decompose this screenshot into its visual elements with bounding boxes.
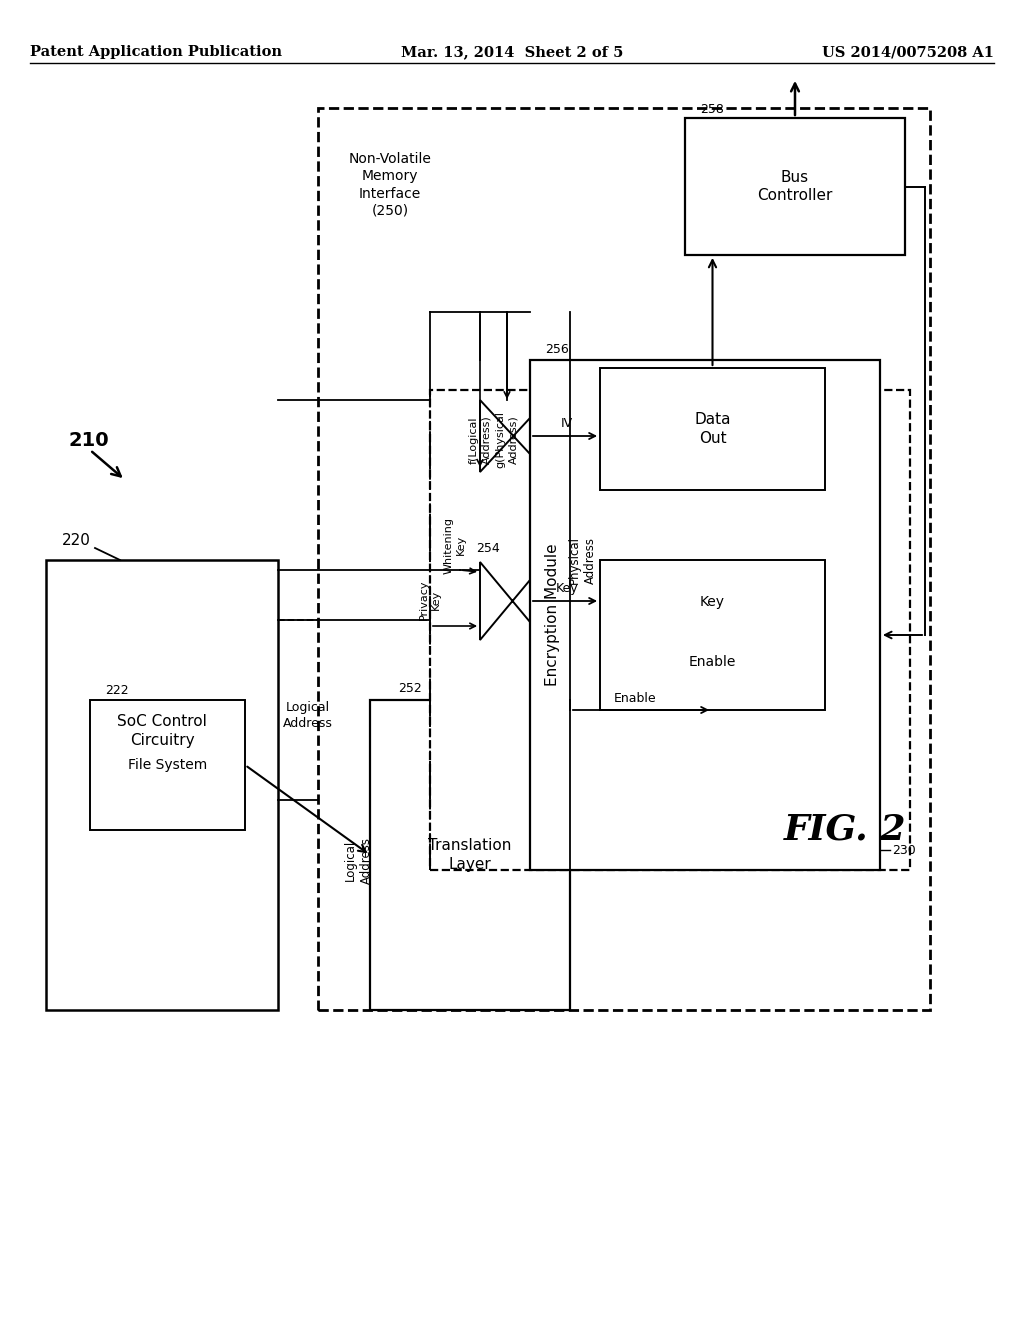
Bar xyxy=(46,560,278,1010)
Bar xyxy=(685,117,905,255)
Text: 254: 254 xyxy=(476,543,500,554)
Text: Key: Key xyxy=(700,595,725,609)
Bar xyxy=(318,108,930,1010)
Bar xyxy=(530,360,880,870)
Text: Translation
Layer: Translation Layer xyxy=(428,838,512,871)
Text: Data
Out: Data Out xyxy=(694,412,731,446)
Text: Non-Volatile
Memory
Interface
(250): Non-Volatile Memory Interface (250) xyxy=(348,152,431,218)
Text: IV: IV xyxy=(561,417,573,430)
Text: Patent Application Publication: Patent Application Publication xyxy=(30,45,282,59)
Text: Whitening
Key: Whitening Key xyxy=(443,516,466,573)
Text: Physical
Address: Physical Address xyxy=(567,536,597,583)
Text: 222: 222 xyxy=(105,684,129,697)
Text: g(Physical
Address): g(Physical Address) xyxy=(496,412,518,469)
Bar xyxy=(600,560,825,710)
Text: FIG. 2: FIG. 2 xyxy=(783,813,906,847)
Text: Mar. 13, 2014  Sheet 2 of 5: Mar. 13, 2014 Sheet 2 of 5 xyxy=(400,45,624,59)
Text: 258: 258 xyxy=(700,103,724,116)
Text: 252: 252 xyxy=(398,682,422,696)
Text: f(Logical
Address): f(Logical Address) xyxy=(469,416,492,465)
Bar xyxy=(430,389,910,870)
Bar xyxy=(370,700,570,1010)
Text: SoC Control
Circuitry: SoC Control Circuitry xyxy=(117,714,207,748)
Text: Key: Key xyxy=(556,582,579,595)
Text: Privacy
Key: Privacy Key xyxy=(419,579,441,620)
Text: File System: File System xyxy=(128,758,207,772)
Text: 256: 256 xyxy=(545,343,568,356)
Text: Enable: Enable xyxy=(613,692,656,705)
Text: Bus
Controller: Bus Controller xyxy=(758,170,833,203)
Text: US 2014/0075208 A1: US 2014/0075208 A1 xyxy=(822,45,994,59)
Text: Logical
Address: Logical Address xyxy=(343,837,373,883)
Text: Encryption Module: Encryption Module xyxy=(545,544,559,686)
Text: Enable: Enable xyxy=(689,655,736,669)
Bar xyxy=(90,700,245,830)
Text: 220: 220 xyxy=(62,533,91,548)
Text: 210: 210 xyxy=(68,432,109,450)
Text: 230: 230 xyxy=(892,843,915,857)
Text: Logical
Address: Logical Address xyxy=(283,701,333,730)
Bar xyxy=(600,368,825,490)
